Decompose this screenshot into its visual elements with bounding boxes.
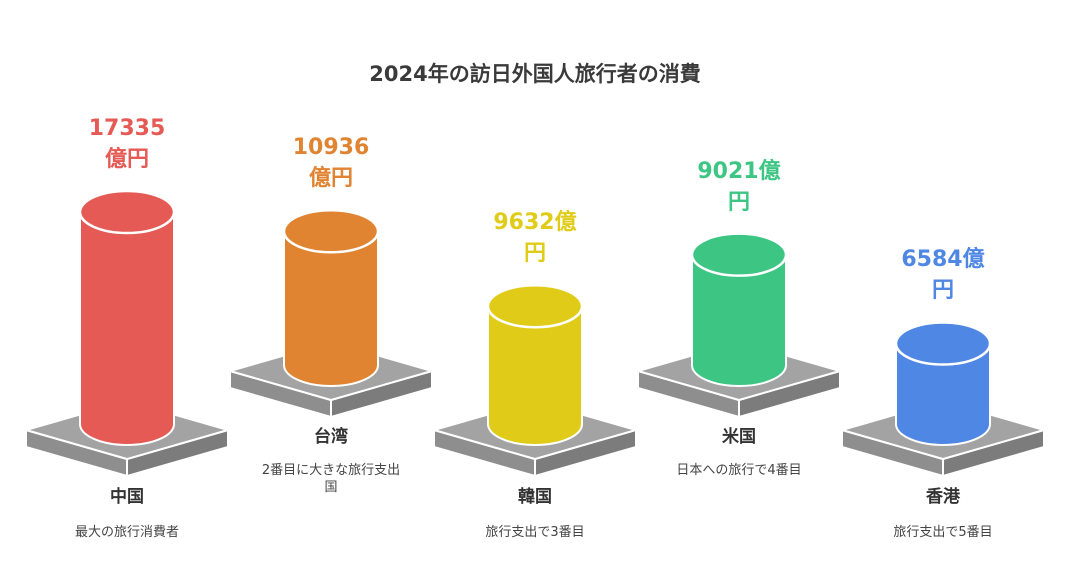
bar-3-cylinder [487, 305, 583, 446]
bar-2-value-label: 10936 億円 [261, 132, 401, 194]
bar-5-description: 旅行支出で5番目 [853, 524, 1033, 541]
bar-5-cylinder-top [894, 321, 992, 366]
chart-title: 2024年の訪日外国人旅行者の消費 [369, 62, 701, 86]
bar-4-value-label: 9021億円 [669, 156, 809, 218]
bar-5-value-label: 6584億円 [873, 244, 1013, 306]
bar-1-description: 最大の旅行消費者 [37, 524, 217, 541]
bar-5-value-line-1: 6584億 [901, 247, 985, 273]
bar-5-category-label: 香港 [926, 487, 960, 507]
bar-4-value-line-1: 9021億 [697, 158, 781, 184]
bar-2-cylinder-top [282, 209, 380, 254]
bar-2-value-line-2: 億円 [308, 166, 353, 192]
bar-2-value-line-1: 10936 [292, 135, 370, 161]
bar-1-value-label: 17335 億円 [57, 113, 197, 175]
bar-3-value-line-2: 円 [523, 241, 546, 267]
bar-1-cylinder-top [78, 189, 176, 235]
bar-3-description: 旅行支出で3番目 [445, 524, 625, 541]
bar-4-cylinder [691, 253, 787, 387]
bar-2-description-line-2: 国 [324, 480, 338, 495]
bar-4-category-label: 米国 [722, 427, 756, 447]
bar-2-description-line-1: 2番目に大きな旅行支出 [261, 463, 401, 478]
bar-4-cylinder-top [690, 232, 788, 277]
bar-5-cylinder [895, 342, 991, 446]
bar-3-cylinder-top [486, 283, 584, 329]
bar-2-cylinder [283, 230, 379, 387]
bar-1-value-line-2: 億円 [104, 147, 149, 172]
bar-1-value-line-1: 17335 [88, 116, 166, 141]
bar-1-cylinder [79, 211, 175, 446]
bar-2-description: 2番目に大きな旅行支出国 [241, 462, 421, 496]
bar-4-description: 日本への旅行で4番目 [649, 462, 829, 479]
bar-3-description-line-1: 旅行支出で3番目 [485, 525, 585, 540]
bar-2-category-label: 台湾 [314, 427, 348, 447]
bar-3-value-line-1: 9632億 [493, 210, 577, 236]
bar-3-value-label: 9632億円 [465, 207, 605, 269]
bar-3-category-label: 韓国 [518, 487, 552, 507]
bar-5-value-line-2: 円 [931, 278, 954, 304]
bar-5-description-line-1: 旅行支出で5番目 [893, 525, 993, 540]
bar-4-description-line-1: 日本への旅行で4番目 [676, 463, 802, 478]
bar-1-category-label: 中国 [110, 487, 144, 507]
bar-1-description-line-1: 最大の旅行消費者 [74, 525, 179, 540]
bar-4-value-line-2: 円 [727, 189, 750, 215]
